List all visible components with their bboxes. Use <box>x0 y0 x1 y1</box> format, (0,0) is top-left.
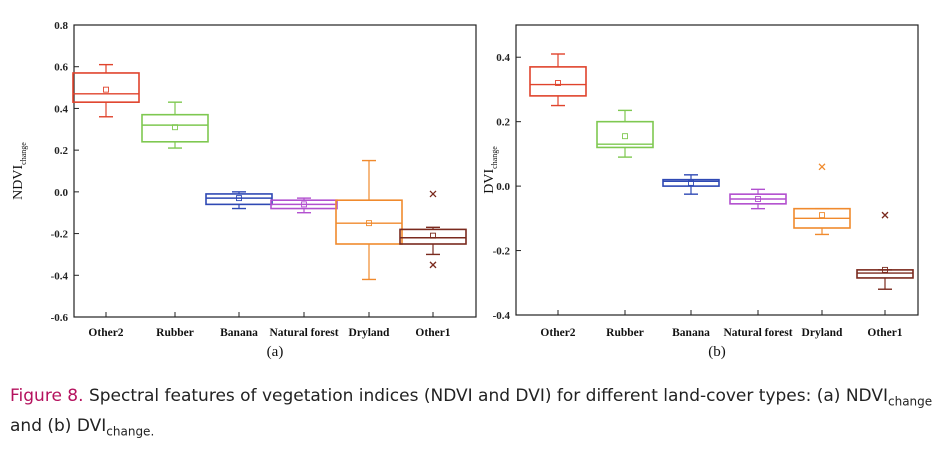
box-mean-marker <box>819 212 825 219</box>
box-iqr <box>141 113 209 143</box>
box-dryland <box>335 159 403 281</box>
plot-frame <box>515 24 919 316</box>
y-axis-label-main: DVI <box>482 169 497 194</box>
box-mean-marker <box>103 86 109 93</box>
box-rubber <box>596 109 654 158</box>
box-natural-forest <box>729 188 787 210</box>
box-other2 <box>72 63 140 118</box>
caption-text: Spectral features of vegetation indices … <box>88 386 888 406</box>
y-axis-label: NDVIchange <box>11 142 28 200</box>
box-mean-marker <box>555 80 561 86</box>
x-category-label: Banana <box>672 327 710 339</box>
x-category-label: Other1 <box>867 327 902 339</box>
x-category-label: Rubber <box>606 327 644 339</box>
box-mean-marker <box>882 266 888 273</box>
panel-label: (a) <box>267 344 284 360</box>
y-tick-label: 0.0 <box>54 187 68 199</box>
x-category-label: Other2 <box>540 327 575 339</box>
y-tick-label: 0.2 <box>54 145 68 157</box>
outlier-point <box>881 211 889 219</box>
box-banana <box>205 191 273 210</box>
box-mean-marker <box>430 232 436 239</box>
y-tick-label: -0.4 <box>51 270 69 282</box>
caption-subscript-dvi: change. <box>106 424 155 439</box>
plot-frame <box>73 24 477 318</box>
y-axis-label-subscript: change <box>490 146 499 169</box>
x-category-label: Rubber <box>156 327 194 339</box>
box-iqr <box>662 178 720 187</box>
y-tick-label: -0.4 <box>493 310 511 322</box>
box-iqr <box>205 193 273 206</box>
y-tick-label: 0.0 <box>496 181 510 193</box>
box-mean-marker <box>236 195 242 202</box>
y-tick-label: 0.8 <box>54 20 68 32</box>
box-iqr <box>596 120 654 149</box>
y-tick-label: -0.6 <box>51 312 69 324</box>
caption-text-mid: and (b) DVI <box>10 416 107 437</box>
box-iqr <box>529 66 587 97</box>
x-category-label: Dryland <box>802 327 844 339</box>
panel-label: (b) <box>708 344 726 360</box>
x-category-label: Dryland <box>349 327 391 339</box>
y-tick-label: 0.6 <box>54 62 68 74</box>
caption-figure-number: Figure 8. <box>10 386 84 406</box>
box-iqr <box>72 72 140 103</box>
box-banana <box>662 174 720 195</box>
box-other1 <box>856 211 914 290</box>
x-category-label: Banana <box>220 327 258 339</box>
box-mean-marker <box>172 124 178 131</box>
box-iqr <box>856 269 914 279</box>
outlier-point <box>429 261 437 269</box>
y-tick-label: 0.4 <box>496 52 510 64</box>
x-category-label: Other2 <box>88 327 123 339</box>
x-category-label: Other1 <box>415 327 450 339</box>
y-tick-label: 0.2 <box>496 117 510 129</box>
box-mean-marker <box>301 201 307 208</box>
box-other2 <box>529 53 587 107</box>
y-axis-label-subscript: change <box>19 142 28 165</box>
x-category-label: Natural forest <box>269 327 338 339</box>
box-iqr <box>399 228 467 245</box>
outlier-point <box>818 163 826 171</box>
caption-subscript-ndvi: change <box>887 394 933 409</box>
y-axis-label-main: NDVI <box>11 164 26 199</box>
box-rubber <box>141 101 209 149</box>
y-tick-label: 0.4 <box>54 103 68 115</box>
box-mean-marker <box>688 179 694 186</box>
figure-caption: Figure 8. Spectral features of vegetatio… <box>10 384 940 445</box>
box-iqr <box>335 199 403 245</box>
x-category-label: Natural forest <box>723 327 792 339</box>
box-mean-marker <box>622 133 628 140</box>
outlier-point <box>429 190 437 198</box>
panel-b-dvi-change: -0.4 -0.2 0.0 0.2 0.4 DVIchange Other2 Rubber Ba… <box>482 24 919 360</box>
panel-a-ndvi-change: -0.6 -0.4 -0.2 0.0 0.2 0.4 0.6 0.8 NDVIchange Oth… <box>11 20 477 360</box>
y-tick-label: -0.2 <box>51 229 69 241</box>
box-natural-forest <box>270 197 338 214</box>
y-axis-label: DVIchange <box>482 146 499 194</box>
box-mean-marker <box>366 220 372 227</box>
y-tick-label: -0.2 <box>493 246 511 258</box>
box-dryland <box>793 163 851 236</box>
box-other1 <box>399 190 467 269</box>
box-mean-marker <box>755 196 761 202</box>
